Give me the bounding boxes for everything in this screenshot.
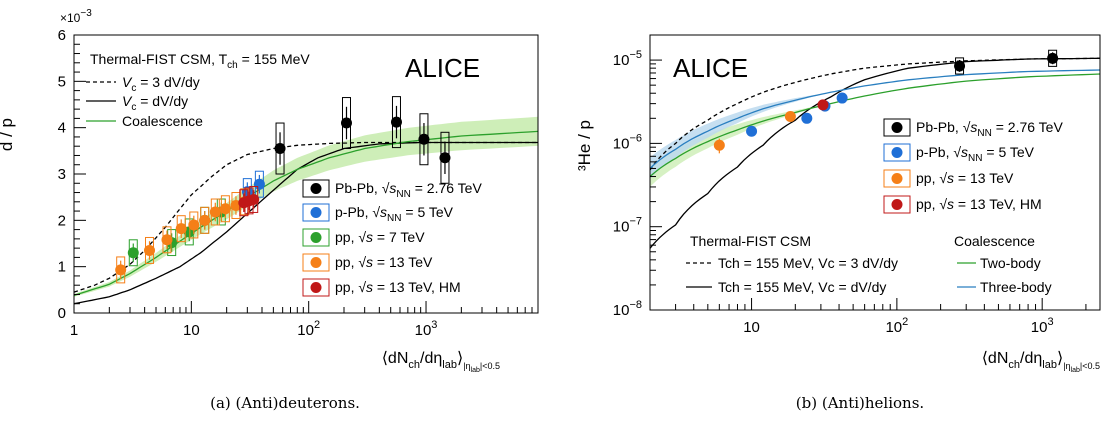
panel-a-data-legend: Pb-Pb, √sNN = 2.76 TeV p-Pb, √sNN = 5 TeV… <box>302 179 482 297</box>
panel-b-data-point <box>746 125 758 137</box>
panel-a-data-points <box>115 96 451 284</box>
panel-b-legend-marker <box>891 199 903 210</box>
panel-b-ytick-label: 10−7 <box>613 216 642 236</box>
panel-a-model-legend-label: Vc = 3 dV/dy <box>122 74 200 94</box>
panel-b-legend-label: pp, √s = 13 TeV, HM <box>916 196 1042 212</box>
panel-b-coal-title: Coalescence <box>954 233 1035 249</box>
panel-a-alice-label: ALICE <box>405 53 480 83</box>
panel-a-ytick-label: 2 <box>58 212 66 229</box>
panel-b-model-legend-label: Two-body <box>980 255 1041 271</box>
panel-b-model-title: Thermal-FIST CSM <box>690 233 811 249</box>
panel-a-data-point <box>219 203 231 215</box>
panel-a-legend-marker <box>310 282 322 293</box>
panel-a-data-point <box>209 206 221 218</box>
panel-a-xtick-label: 10 <box>183 322 200 339</box>
caption-b: (b) (Anti)helions. <box>796 394 924 412</box>
panel-b-data-point <box>713 139 725 151</box>
panel-a-legend-label: pp, √s = 7 TeV <box>335 229 425 245</box>
panel-a-xlabel: ⟨dNch/dηlab⟩|ηlab|<0.5 <box>382 350 500 374</box>
panel-a-data-point <box>199 214 211 226</box>
panel-a-model-title: Thermal-FIST CSM, Tch = 155 MeV <box>90 51 310 71</box>
panel-b-legend-label: p-Pb, √sNN = 5 TeV <box>916 144 1035 164</box>
panel-a-model-line-0 <box>73 141 538 293</box>
panel-a-legend-label: pp, √s = 13 TeV <box>335 254 433 270</box>
panel-a-data-point <box>175 223 187 235</box>
panel-a-xtick-label: 103 <box>415 319 438 339</box>
panel-a-data-point <box>340 117 352 129</box>
panel-b-model-legend-label: Three-body <box>980 279 1052 295</box>
panel-a-model-legend-label: Vc = dV/dy <box>122 93 188 113</box>
panel-b-model-line-3 <box>649 69 1101 169</box>
panel-b-xtick-label: 102 <box>885 316 908 336</box>
panel-a-y-multiplier: ×10−3 <box>60 8 92 25</box>
panel-b-xtick-label: 103 <box>1031 316 1054 336</box>
panel-b-helions: ³He / p 10−8 10−7 10−6 10−5 10 102 103 ALICE P… <box>575 34 1101 412</box>
panel-b-alice-label: ALICE <box>673 53 748 83</box>
panel-a-ytick-label: 6 <box>58 27 66 44</box>
panel-b-data-point <box>801 112 813 124</box>
panel-b-data-point <box>817 99 829 111</box>
panel-b-data-point <box>1047 52 1059 64</box>
panel-a-ytick-label: 4 <box>58 120 66 137</box>
panel-b-xlabel: ⟨dNch/dηlab⟩|ηlab|<0.5 <box>982 350 1100 374</box>
panel-b-model-curves <box>649 57 1101 249</box>
panel-b-model-line-0 <box>649 57 1101 171</box>
panel-b-ytick-label: 10−6 <box>613 132 642 152</box>
panel-a-data-point <box>188 219 200 231</box>
panel-b-legend-label: pp, √s = 13 TeV <box>916 170 1014 186</box>
panel-a-data-point <box>115 264 127 276</box>
panel-a-data-point <box>248 193 260 205</box>
panel-a-model-legend-label: Coalescence <box>122 113 203 129</box>
panel-a-data-point <box>418 133 430 145</box>
panel-a-ytick-label: 3 <box>58 166 66 183</box>
panel-b-data-point <box>784 111 796 123</box>
panel-a-ytick-label: 0 <box>58 305 66 322</box>
panel-a-data-point <box>161 234 173 246</box>
panel-a-legend-label: pp, √s = 13 TeV, HM <box>335 279 461 295</box>
panel-a-ytick-label: 1 <box>58 259 66 276</box>
panel-b-model-line-1 <box>649 57 1101 249</box>
panel-a-legend-marker <box>310 232 322 243</box>
panel-a-legend-marker <box>310 257 322 268</box>
panel-b-model-line-2 <box>649 73 1101 177</box>
panel-b-data-points <box>713 49 1059 154</box>
panel-a-data-point <box>253 178 265 190</box>
panel-a-data-point <box>274 143 286 155</box>
panel-b-legend-marker <box>891 122 903 133</box>
panel-b-legend-label: Pb-Pb, √sNN = 2.76 TeV <box>916 119 1063 139</box>
panel-b-frame <box>649 34 1101 311</box>
panel-a-legend-marker <box>310 207 322 218</box>
panel-b-model-band-0 <box>650 74 1100 187</box>
panel-b-data-point <box>954 60 966 72</box>
panel-b-legend-marker <box>891 173 903 184</box>
panel-b-model-legend: Tch = 155 MeV, Vc = 3 dV/dy Tch = 155 MeV… <box>686 255 1052 295</box>
panel-a-ylabel: d / p <box>0 118 16 151</box>
panel-b-data-legend: Pb-Pb, √sNN = 2.76 TeV p-Pb, √sNN = 5 TeV… <box>883 118 1063 214</box>
panel-b-ytick-label: 10−8 <box>613 299 642 319</box>
caption-a: (a) (Anti)deuterons. <box>210 394 360 412</box>
panel-a-data-point <box>127 247 139 259</box>
panel-a-xtick-label: 102 <box>297 319 320 339</box>
panel-b-xtick-label: 10 <box>743 319 760 336</box>
panel-a-xtick-label: 1 <box>70 322 78 339</box>
panel-a-legend-label: p-Pb, √sNN = 5 TeV <box>335 204 454 224</box>
panel-a-ytick-label: 5 <box>58 73 66 90</box>
panel-a-legend-label: Pb-Pb, √sNN = 2.76 TeV <box>335 180 482 200</box>
panel-b-ylabel: ³He / p <box>575 120 594 171</box>
panel-b-ytick-label: 10−5 <box>613 49 642 69</box>
panel-b-model-legend-label: Tch = 155 MeV, Vc = dV/dy <box>718 279 886 295</box>
panel-b-legend-marker <box>891 147 903 158</box>
panel-a-data-point <box>439 152 451 164</box>
panel-a-data-point <box>144 244 156 256</box>
panel-a-data-point <box>390 116 402 128</box>
panel-a-legend-marker <box>310 183 322 194</box>
panel-b-data-point <box>836 92 848 104</box>
panel-b-model-legend-label: Tch = 155 MeV, Vc = 3 dV/dy <box>718 255 898 271</box>
